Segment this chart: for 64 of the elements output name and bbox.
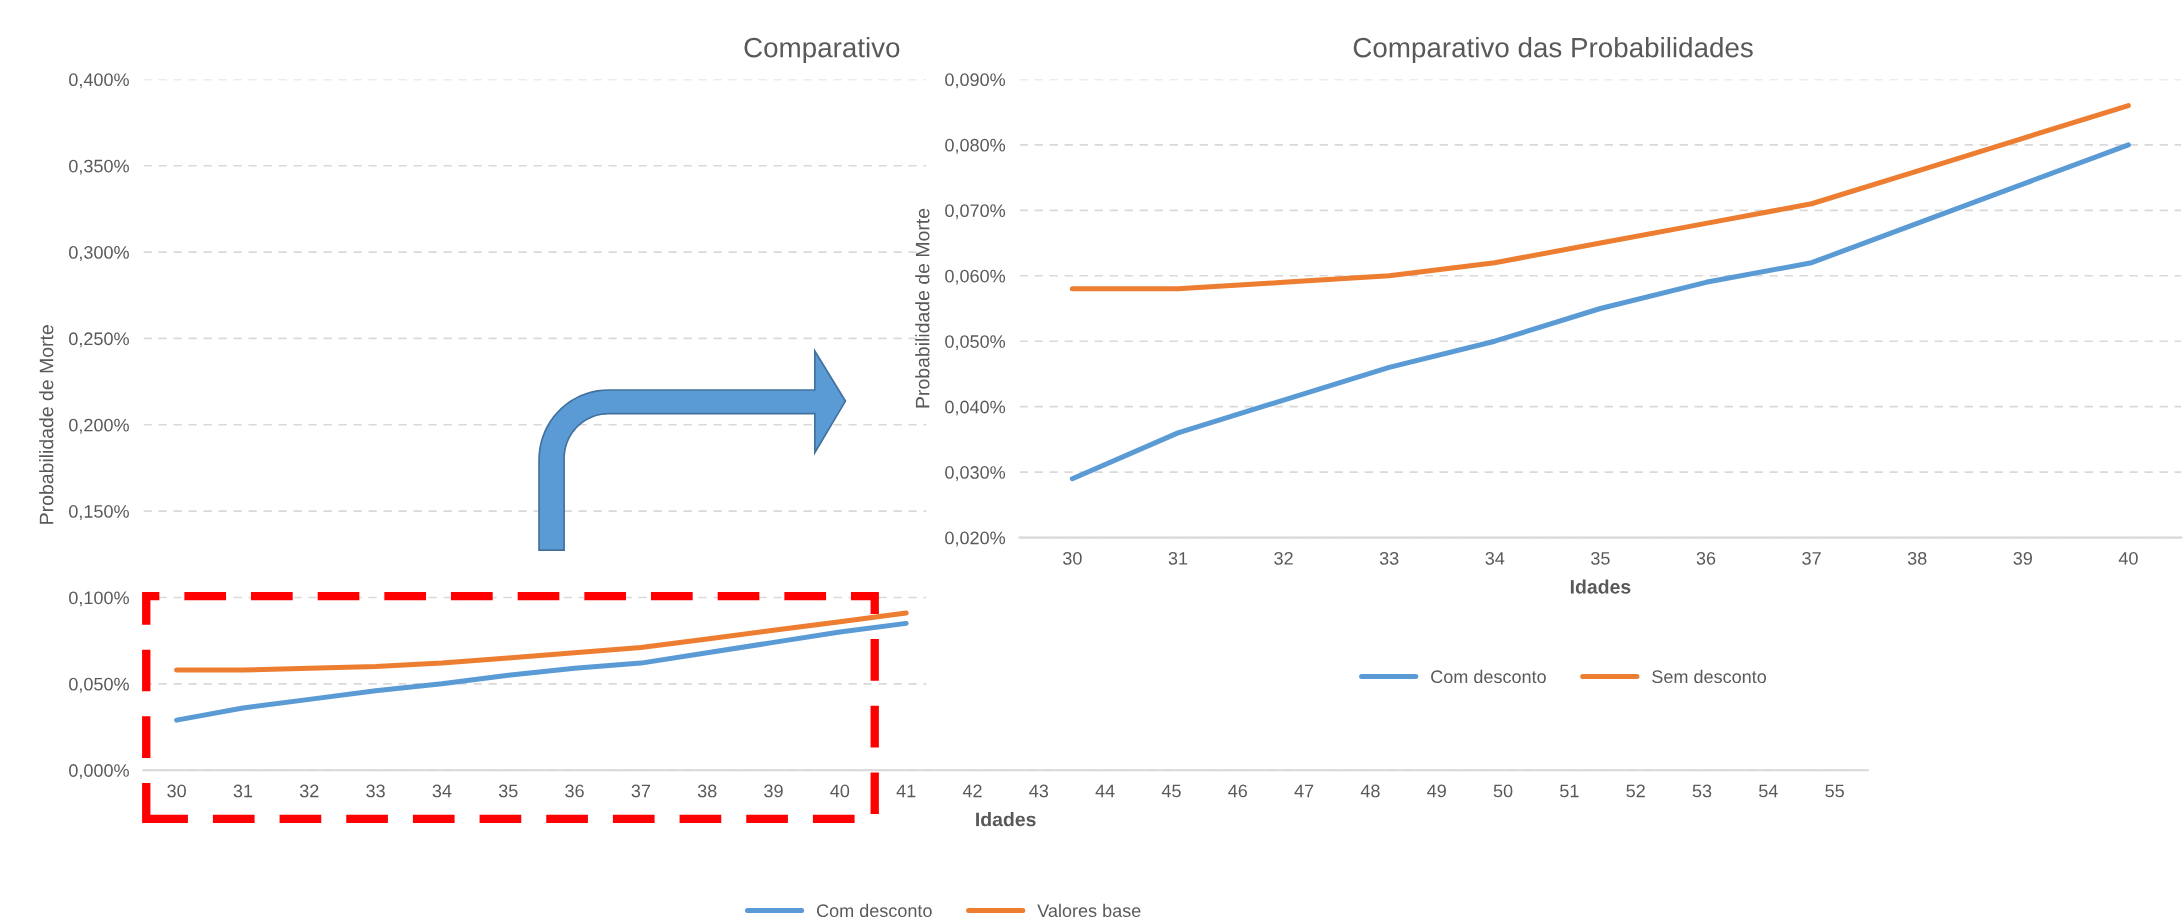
legend-label: Sem desconto: [1652, 669, 1767, 684]
x-tick-label: 35: [1591, 551, 1610, 565]
x-tick-label: 33: [366, 784, 385, 798]
x-tick-label: 36: [1696, 551, 1716, 565]
y-axis-title: Probabilidade de Morte: [915, 208, 930, 408]
x-tick-label: 45: [1161, 784, 1181, 798]
x-axis-title: Idades: [976, 812, 1036, 827]
y-tick-label: 0,350%: [69, 159, 129, 175]
y-tick-label: 0,070%: [945, 204, 1006, 220]
x-tick-label: 49: [1427, 784, 1446, 798]
x-tick-label: 39: [2013, 551, 2032, 565]
y-tick-label: 0,300%: [69, 246, 129, 261]
y-tick-label: 0,100%: [69, 591, 129, 607]
x-tick-label: 39: [764, 784, 783, 798]
y-tick-label: 0,150%: [69, 505, 129, 520]
y-tick-label: 0,040%: [945, 400, 1006, 416]
x-tick-label: 48: [1360, 784, 1380, 798]
x-tick-label: 34: [1485, 551, 1505, 565]
x-tick-label: 36: [565, 784, 584, 798]
y-tick-label: 0,000%: [69, 764, 129, 780]
x-tick-label: 37: [1802, 551, 1821, 565]
x-tick-label: 37: [631, 784, 651, 798]
x-tick-label: 30: [1063, 551, 1082, 565]
chart-title: Comparativo das Probabilidades: [1353, 37, 1753, 63]
y-tick-label: 0,400%: [69, 73, 129, 89]
x-tick-label: 31: [233, 784, 253, 798]
x-tick-label: 30: [167, 784, 186, 798]
x-tick-label: 38: [1907, 551, 1927, 565]
legend-label: Com desconto: [1431, 669, 1546, 684]
y-tick-label: 0,250%: [69, 332, 129, 348]
x-tick-label: 33: [1379, 551, 1399, 565]
x-tick-label: 34: [432, 784, 452, 798]
x-tick-label: 32: [299, 784, 319, 798]
x-tick-label: 52: [1626, 784, 1645, 798]
x-tick-label: 38: [697, 784, 717, 798]
y-tick-label: 0,080%: [945, 138, 1006, 154]
y-axis-title: Probabilidade de Morte: [39, 325, 54, 524]
x-tick-label: 40: [830, 784, 850, 798]
x-tick-label: 53: [1692, 784, 1712, 798]
x-tick-label: 32: [1274, 551, 1293, 565]
legend-label: Valores base: [1037, 903, 1141, 918]
y-tick-label: 0,200%: [69, 418, 129, 434]
chart-title: Comparativo: [744, 37, 900, 63]
x-tick-label: 46: [1228, 784, 1248, 798]
y-tick-label: 0,050%: [69, 677, 129, 693]
x-tick-label: 41: [896, 784, 916, 798]
y-tick-label: 0,060%: [945, 269, 1006, 285]
x-tick-label: 47: [1294, 784, 1314, 798]
x-tick-label: 42: [962, 784, 982, 798]
x-tick-label: 40: [2118, 551, 2138, 565]
y-tick-label: 0,030%: [945, 466, 1006, 481]
x-tick-label: 51: [1560, 784, 1579, 798]
x-tick-label: 35: [498, 784, 518, 798]
x-tick-label: 55: [1825, 784, 1844, 798]
y-tick-label: 0,050%: [945, 335, 1006, 351]
x-tick-label: 31: [1168, 551, 1188, 565]
x-tick-label: 43: [1029, 784, 1049, 798]
x-tick-label: 44: [1095, 784, 1115, 798]
legend-label: Com desconto: [816, 903, 932, 918]
x-tick-label: 50: [1493, 784, 1513, 798]
y-tick-label: 0,090%: [945, 73, 1006, 89]
x-axis-title: Idades: [1570, 579, 1631, 594]
y-tick-label: 0,020%: [945, 531, 1006, 547]
x-tick-label: 54: [1759, 784, 1778, 798]
